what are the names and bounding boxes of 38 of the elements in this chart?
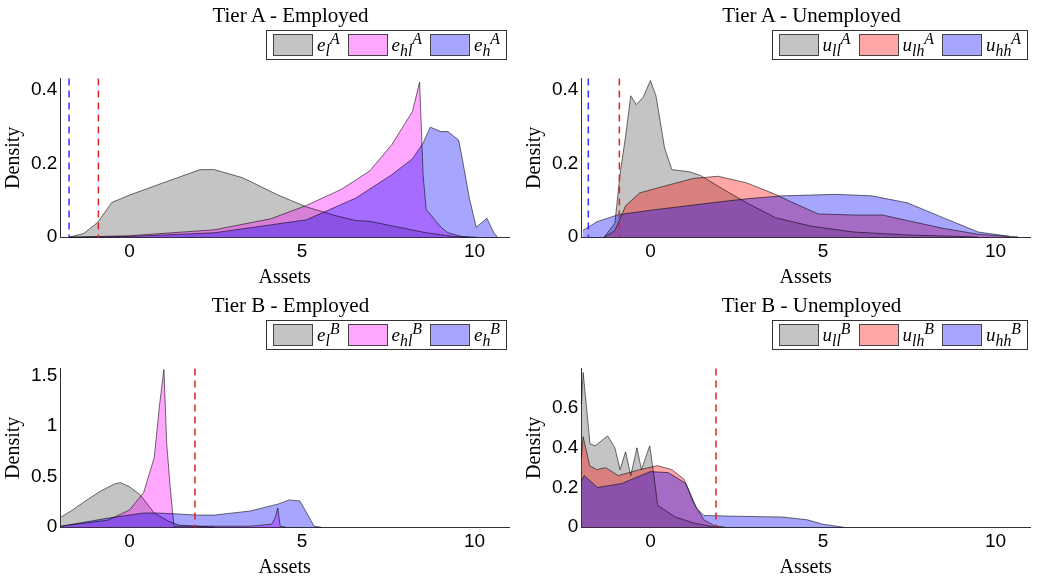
y-tick-label: 1 bbox=[46, 414, 58, 436]
x-axis-title: Assets bbox=[258, 265, 312, 288]
x-tick-label: 5 bbox=[296, 239, 308, 261]
chart-title: Tier A - Unemployed bbox=[722, 3, 901, 27]
y-tick-label: 0.2 bbox=[551, 475, 579, 497]
x-tick-label: 10 bbox=[463, 529, 486, 551]
x-tick-label: 5 bbox=[817, 529, 829, 551]
y-tick-label: 0.2 bbox=[30, 151, 58, 173]
x-tick-label: 10 bbox=[984, 529, 1007, 551]
y-axis-title: Density bbox=[522, 126, 546, 189]
y-axis-title: Density bbox=[1, 416, 25, 479]
chart-title: Tier B - Unemployed bbox=[721, 293, 902, 317]
x-axis-title: Assets bbox=[258, 555, 312, 578]
x-tick-label: 0 bbox=[124, 529, 135, 551]
y-tick-label: 0.6 bbox=[551, 396, 579, 418]
y-tick-label: 0.4 bbox=[551, 77, 579, 99]
x-tick-label: 5 bbox=[817, 239, 829, 261]
y-tick-label: 0.2 bbox=[551, 151, 579, 173]
x-axis-title: Assets bbox=[779, 555, 833, 578]
x-tick-label: 0 bbox=[645, 529, 656, 551]
y-tick-label: 0 bbox=[567, 515, 579, 537]
y-tick-label: 0 bbox=[46, 515, 58, 537]
x-tick-label: 0 bbox=[124, 239, 135, 261]
x-tick-label: 10 bbox=[463, 239, 486, 261]
x-tick-label: 0 bbox=[645, 239, 656, 261]
y-tick-label: 0 bbox=[46, 225, 58, 247]
x-axis-title: Assets bbox=[779, 265, 833, 288]
y-tick-label: 0.4 bbox=[30, 77, 58, 99]
chart-title: Tier B - Employed bbox=[211, 293, 370, 317]
chart-title: Tier A - Employed bbox=[212, 3, 369, 27]
y-tick-label: 0 bbox=[567, 225, 579, 247]
y-axis-title: Density bbox=[522, 416, 546, 479]
y-tick-label: 0.5 bbox=[30, 464, 58, 486]
y-tick-label: 0.4 bbox=[551, 436, 579, 458]
x-tick-label: 5 bbox=[296, 529, 308, 551]
y-tick-label: 1.5 bbox=[30, 363, 58, 385]
y-axis-title: Density bbox=[1, 126, 25, 189]
x-tick-label: 10 bbox=[984, 239, 1007, 261]
